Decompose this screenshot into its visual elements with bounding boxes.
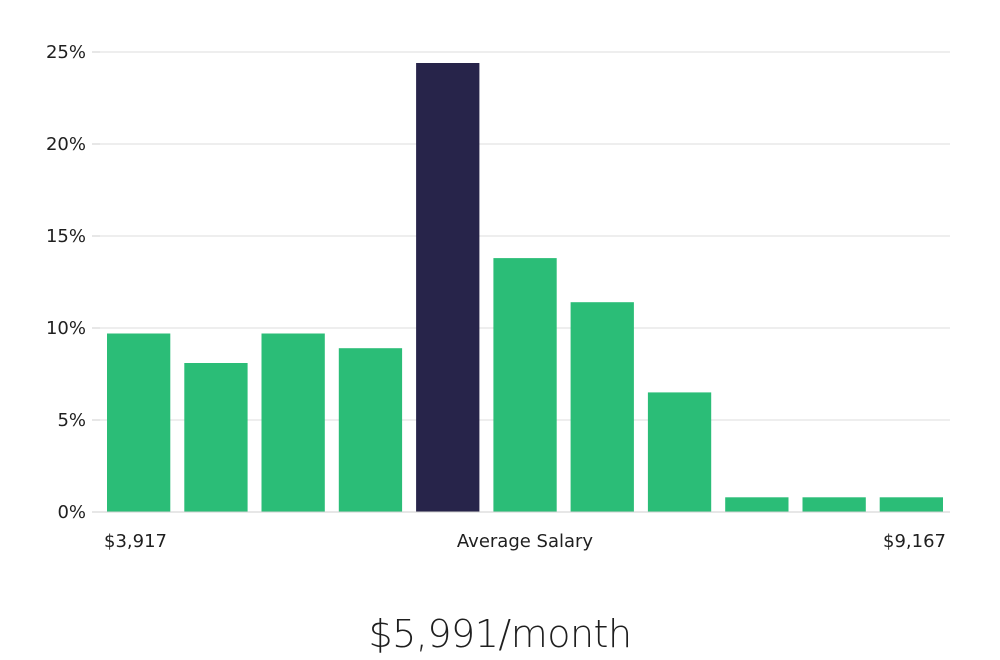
x-min-label: $3,917 [104, 531, 167, 552]
bar-average-highlight [416, 63, 480, 512]
x-max-label: $9,167 [883, 531, 946, 552]
bar-4 [338, 348, 403, 512]
bar-8 [647, 392, 712, 512]
bar-9 [725, 497, 789, 512]
x-axis-labels: $3,917 Average Salary $9,167 [104, 531, 946, 552]
bar-11 [879, 497, 943, 512]
y-axis-ticks: 0% 5% 10% 15% 20% 25% [46, 42, 100, 523]
average-salary-summary: $5,991/month [368, 612, 632, 656]
bars-layer [107, 63, 943, 512]
y-tick-label-20: 20% [46, 134, 86, 155]
y-tick-label-25: 25% [46, 42, 86, 63]
bar-2 [184, 363, 248, 512]
bar-7 [570, 302, 634, 512]
y-tick-label-0: 0% [57, 502, 86, 523]
y-tick-label-10: 10% [46, 318, 86, 339]
x-center-label: Average Salary [457, 531, 594, 552]
y-tick-label-5: 5% [57, 410, 86, 431]
bar-10 [802, 497, 866, 512]
y-tick-label-15: 15% [46, 226, 86, 247]
grid-layer [100, 51, 950, 421]
bar-6 [493, 258, 557, 512]
bar-3 [261, 333, 325, 512]
bar-1 [107, 333, 171, 512]
